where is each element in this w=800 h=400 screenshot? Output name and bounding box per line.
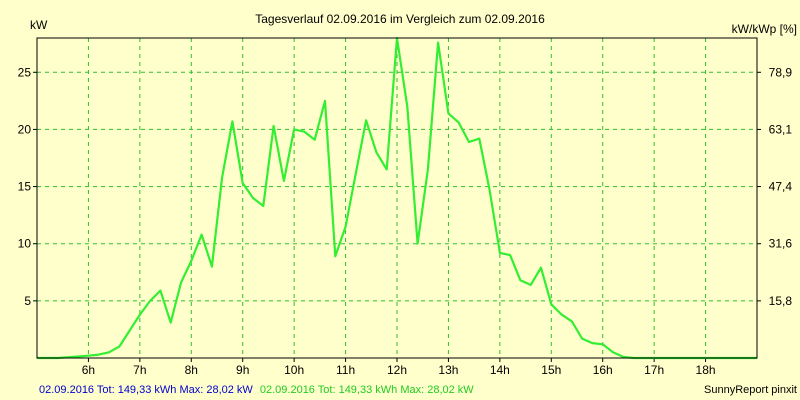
y-tick-label-right: 63,1 [769,122,793,136]
x-tick-label: 9h [236,363,249,377]
x-tick-label: 12h [387,363,407,377]
x-tick-label: 18h [696,363,716,377]
y-tick-label-right: 31,6 [769,237,793,251]
x-tick-label: 6h [82,363,95,377]
y-tick-label-right: 78,9 [769,65,793,79]
x-tick-label: 7h [133,363,146,377]
x-tick-label: 10h [284,363,304,377]
x-tick-label: 16h [593,363,613,377]
x-tick-label: 11h [336,363,355,377]
y-tick-label-left: 15 [18,180,32,194]
x-tick-label: 8h [185,363,198,377]
x-tick-label: 17h [644,363,664,377]
x-tick-label: 15h [541,363,561,377]
chart-title: Tagesverlauf 02.09.2016 im Vergleich zum… [255,12,545,26]
x-tick-label: 13h [438,363,458,377]
y-tick-label-left: 5 [24,294,31,308]
x-tick-label: 14h [490,363,510,377]
y-tick-label-right: 15,8 [769,294,793,308]
footer-stats-reference: 02.09.2016 Tot: 149,33 kWh Max: 28,02 kW [39,384,253,396]
y-tick-label-left: 20 [18,122,32,136]
plot-frame [36,37,758,359]
svg-text:02.09.2016 Tot: 149,33 kWh Max: 02.09.2016 Tot: 149,33 kWh Max: 28,02 kW… [39,384,474,396]
footer-credit: SunnyReport pinxit [704,384,797,396]
y-tick-label-right: 47,4 [769,180,793,194]
y-tick-label-left: 10 [18,237,32,251]
y-axis-left-label: kW [30,18,48,32]
y-tick-label-left: 25 [18,65,32,79]
footer-stats-compare: 02.09.2016 Tot: 149,33 kWh Max: 28,02 kW [260,384,474,396]
y-axis-right-label: kW/kWp [%] [732,22,797,36]
